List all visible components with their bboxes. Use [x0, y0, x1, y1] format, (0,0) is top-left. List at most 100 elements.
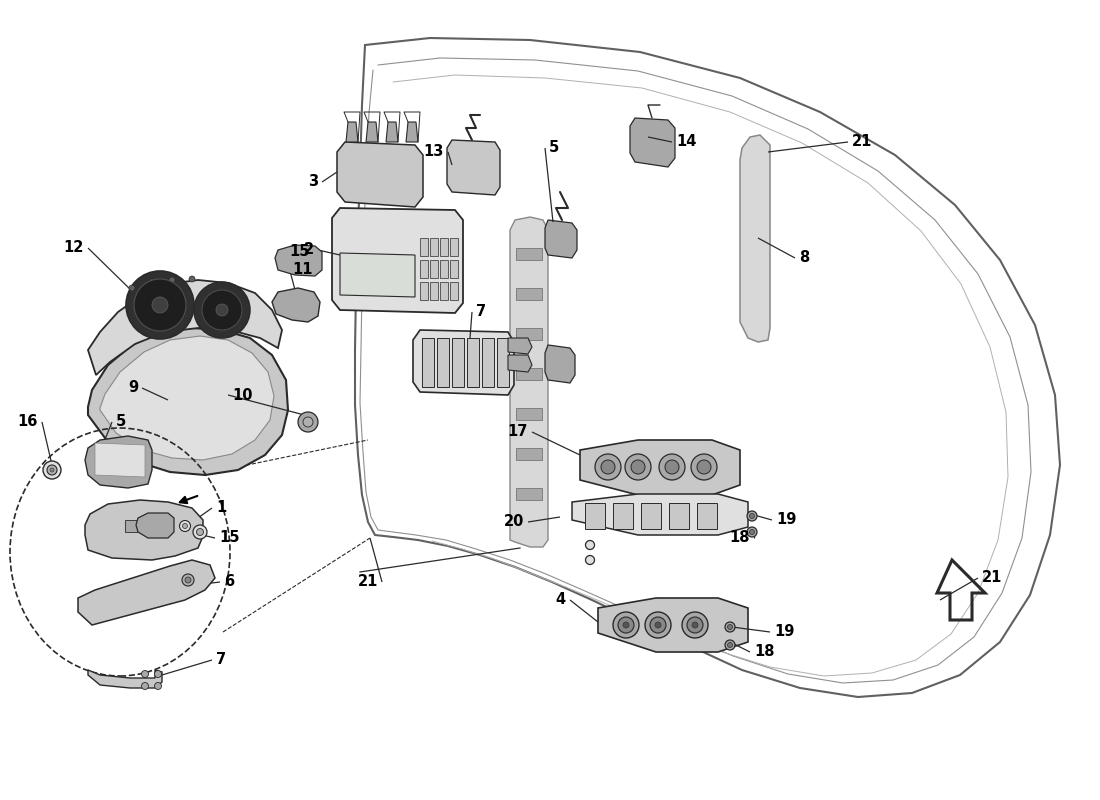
- Polygon shape: [412, 330, 514, 395]
- Circle shape: [202, 290, 242, 330]
- Circle shape: [154, 682, 162, 690]
- Circle shape: [185, 577, 191, 583]
- Circle shape: [134, 279, 186, 331]
- Text: 10: 10: [232, 387, 253, 402]
- Polygon shape: [422, 338, 435, 387]
- Text: 8: 8: [799, 250, 810, 266]
- Polygon shape: [516, 408, 542, 420]
- Circle shape: [666, 460, 679, 474]
- Polygon shape: [450, 260, 458, 278]
- Polygon shape: [450, 282, 458, 300]
- Polygon shape: [332, 208, 463, 313]
- Polygon shape: [447, 140, 500, 195]
- Circle shape: [727, 642, 733, 647]
- Circle shape: [727, 625, 733, 630]
- Circle shape: [183, 523, 187, 529]
- Circle shape: [654, 622, 661, 628]
- Circle shape: [595, 454, 621, 480]
- Polygon shape: [508, 338, 532, 354]
- Circle shape: [645, 612, 671, 638]
- Circle shape: [697, 460, 711, 474]
- Text: 20: 20: [504, 514, 524, 530]
- Circle shape: [650, 617, 666, 633]
- Polygon shape: [572, 494, 748, 535]
- Polygon shape: [468, 338, 478, 387]
- Polygon shape: [272, 288, 320, 322]
- Circle shape: [623, 622, 629, 628]
- Text: 18: 18: [729, 530, 750, 546]
- Circle shape: [688, 617, 703, 633]
- Circle shape: [194, 282, 250, 338]
- Polygon shape: [88, 280, 282, 375]
- Circle shape: [152, 297, 168, 313]
- Polygon shape: [585, 503, 605, 529]
- Text: 21: 21: [358, 574, 378, 590]
- Polygon shape: [440, 238, 448, 256]
- Polygon shape: [516, 368, 542, 380]
- Polygon shape: [440, 260, 448, 278]
- Text: 1: 1: [216, 501, 227, 515]
- Text: 13: 13: [424, 145, 444, 159]
- Circle shape: [659, 454, 685, 480]
- Circle shape: [692, 622, 698, 628]
- Polygon shape: [510, 217, 548, 547]
- Circle shape: [50, 468, 54, 472]
- Circle shape: [179, 521, 190, 531]
- Polygon shape: [78, 560, 214, 625]
- Polygon shape: [516, 448, 542, 460]
- Circle shape: [142, 670, 148, 678]
- Circle shape: [197, 529, 204, 535]
- Text: 15: 15: [289, 245, 309, 259]
- Text: 14: 14: [676, 134, 696, 150]
- Text: 16: 16: [18, 414, 38, 430]
- Polygon shape: [136, 513, 174, 538]
- Polygon shape: [598, 598, 748, 652]
- Circle shape: [302, 417, 313, 427]
- Text: 9: 9: [128, 381, 138, 395]
- Polygon shape: [669, 503, 689, 529]
- Polygon shape: [516, 248, 542, 260]
- Polygon shape: [630, 118, 675, 167]
- Text: 11: 11: [292, 262, 312, 278]
- Circle shape: [747, 511, 757, 521]
- Circle shape: [725, 640, 735, 650]
- Polygon shape: [613, 503, 632, 529]
- Circle shape: [691, 454, 717, 480]
- Polygon shape: [482, 338, 494, 387]
- Circle shape: [298, 412, 318, 432]
- Polygon shape: [544, 345, 575, 383]
- Polygon shape: [580, 440, 740, 495]
- Polygon shape: [508, 355, 532, 372]
- Text: 3: 3: [308, 174, 318, 190]
- Circle shape: [154, 670, 162, 678]
- Polygon shape: [406, 122, 418, 142]
- Polygon shape: [420, 260, 428, 278]
- Polygon shape: [340, 253, 415, 297]
- Polygon shape: [366, 122, 378, 142]
- Polygon shape: [125, 520, 158, 532]
- Text: 4: 4: [556, 593, 566, 607]
- Polygon shape: [430, 238, 438, 256]
- Polygon shape: [420, 238, 428, 256]
- Circle shape: [601, 460, 615, 474]
- Polygon shape: [440, 282, 448, 300]
- Circle shape: [749, 530, 755, 534]
- Circle shape: [725, 622, 735, 632]
- Text: 19: 19: [776, 513, 796, 527]
- Text: 7: 7: [216, 653, 227, 667]
- Polygon shape: [95, 443, 145, 477]
- Polygon shape: [497, 338, 509, 387]
- Circle shape: [148, 279, 155, 285]
- Circle shape: [47, 465, 57, 475]
- Text: 5: 5: [549, 141, 559, 155]
- Circle shape: [749, 514, 755, 518]
- Polygon shape: [437, 338, 449, 387]
- Text: 2: 2: [304, 242, 313, 258]
- Polygon shape: [337, 142, 424, 207]
- Circle shape: [169, 277, 175, 283]
- Polygon shape: [430, 260, 438, 278]
- Polygon shape: [697, 503, 717, 529]
- Circle shape: [682, 612, 708, 638]
- Circle shape: [585, 555, 594, 565]
- Polygon shape: [85, 500, 204, 560]
